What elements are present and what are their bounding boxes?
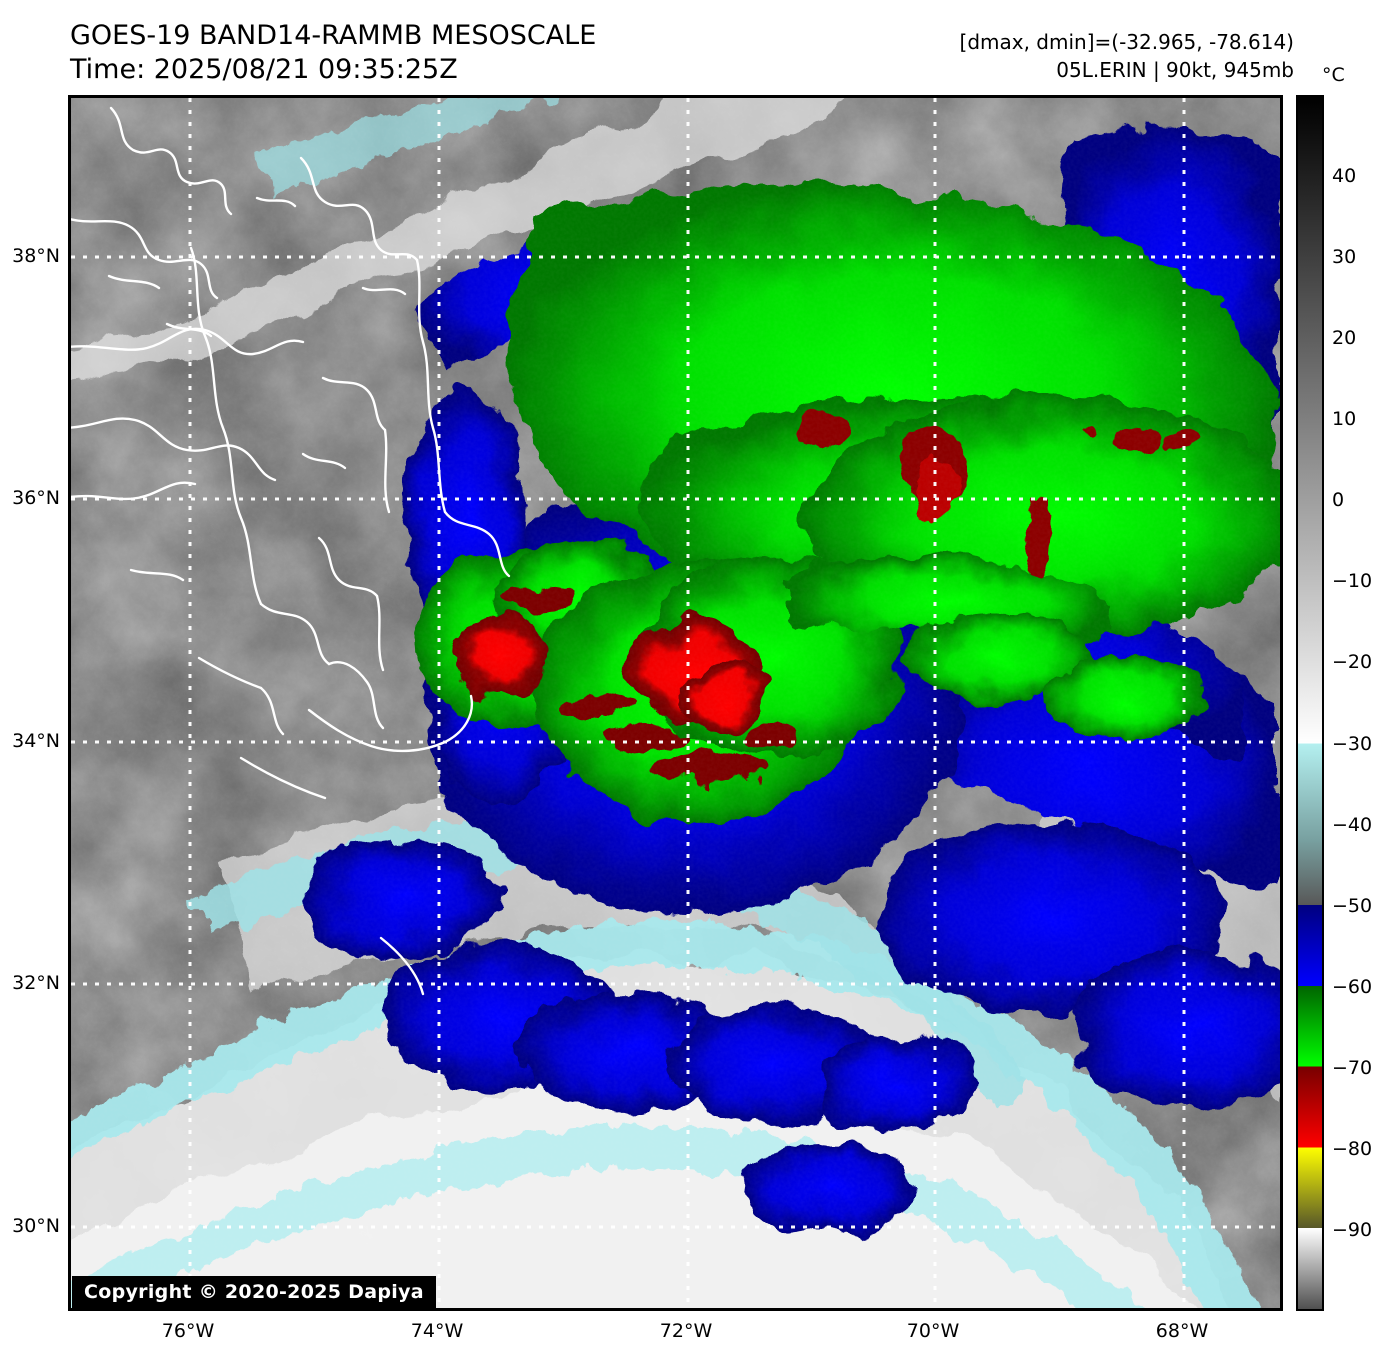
- colorbar-tick-neg50: −50: [1332, 894, 1373, 917]
- lat-label-30n: 30°N: [12, 1215, 60, 1237]
- colorbar-tick-neg90: −90: [1332, 1218, 1373, 1241]
- colorbar-tick-10: 10: [1332, 408, 1357, 431]
- colorbar-unit-label: °C: [1322, 64, 1345, 86]
- colorbar-tick-neg40: −40: [1332, 813, 1373, 836]
- coastline-overlay: [71, 106, 511, 996]
- colorbar-tick-30: 30: [1332, 246, 1357, 269]
- lon-label-72w: 72°W: [659, 1320, 713, 1342]
- sensor-speckle: [71, 98, 1280, 1308]
- map-gridlines: [71, 98, 1280, 1308]
- copyright-watermark: Copyright © 2020-2025 Dapiya: [72, 1276, 436, 1309]
- colorbar-gradient: [1298, 97, 1322, 1309]
- lat-label-32n: 32°N: [12, 972, 60, 994]
- colorbar-tick-0: 0: [1332, 489, 1345, 512]
- lat-label-36n: 36°N: [12, 487, 60, 509]
- lon-label-76w: 76°W: [161, 1320, 215, 1342]
- dmax-dmin-label: [dmax, dmin]=(-32.965, -78.614): [959, 30, 1294, 54]
- timestamp-label: Time: 2025/08/21 09:35:25Z: [70, 54, 458, 85]
- colorbar-tick-neg10: −10: [1332, 570, 1373, 593]
- colorbar-tick-40: 40: [1332, 165, 1357, 188]
- colorbar-tick-neg80: −80: [1332, 1137, 1373, 1160]
- satellite-map-panel: [68, 95, 1283, 1311]
- lat-label-34n: 34°N: [12, 730, 60, 752]
- colorbar-tick-neg70: −70: [1332, 1056, 1373, 1079]
- temperature-colorbar: [1296, 95, 1324, 1311]
- colorbar-tick-neg20: −20: [1332, 651, 1373, 674]
- colorbar-tick-neg30: −30: [1332, 732, 1373, 755]
- satellite-imagery: [71, 98, 1280, 1308]
- colorbar-tick-neg60: −60: [1332, 975, 1373, 998]
- lon-label-70w: 70°W: [906, 1320, 960, 1342]
- lon-label-74w: 74°W: [410, 1320, 464, 1342]
- storm-info-label: 05L.ERIN | 90kt, 945mb: [1056, 58, 1294, 82]
- lon-label-68w: 68°W: [1155, 1320, 1209, 1342]
- colorbar-tick-20: 20: [1332, 327, 1357, 350]
- lat-label-38n: 38°N: [12, 245, 60, 267]
- page-title: GOES-19 BAND14-RAMMB MESOSCALE: [70, 20, 597, 51]
